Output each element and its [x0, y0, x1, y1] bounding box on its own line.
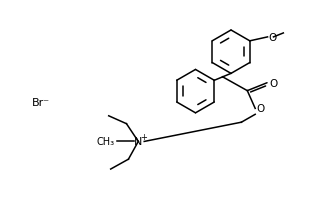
Text: CH₃: CH₃	[97, 137, 115, 147]
Text: +: +	[140, 132, 147, 141]
Text: O: O	[256, 104, 264, 114]
Text: Br⁻: Br⁻	[32, 98, 50, 107]
Text: N: N	[134, 137, 143, 147]
Text: O: O	[269, 33, 277, 43]
Text: O: O	[269, 78, 277, 88]
